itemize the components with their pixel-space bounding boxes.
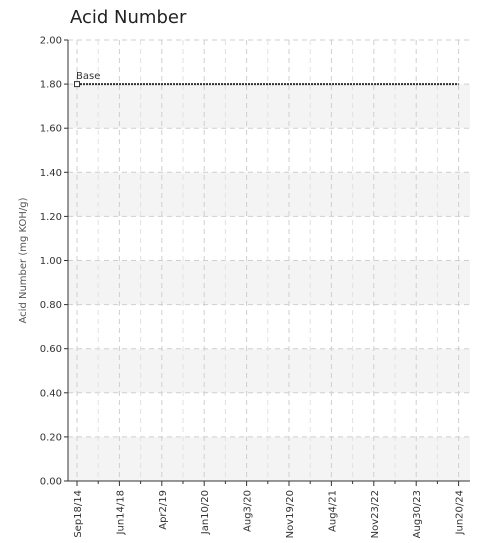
y-tick-label: 1.60	[40, 124, 62, 135]
plot-band	[68, 40, 470, 85]
series-layer: Base	[74, 71, 459, 88]
x-tick-label: Jun20/24	[455, 490, 466, 535]
series-label: Base	[76, 71, 100, 82]
plot-band	[68, 128, 470, 173]
chart-title: Acid Number	[70, 7, 187, 28]
y-tick-label: 0.00	[40, 477, 62, 488]
x-tick-label: Nov23/22	[370, 490, 381, 538]
plot-band	[68, 304, 470, 349]
y-tick-label: 1.80	[40, 80, 62, 91]
y-tick-label: 1.00	[40, 256, 62, 267]
y-tick-label: 0.40	[40, 388, 62, 399]
x-tick-label: Jan10/20	[200, 490, 211, 535]
plot-band	[68, 172, 470, 217]
x-tick-label: Aug3/20	[243, 490, 254, 532]
x-tick-label: Jun14/18	[115, 490, 126, 535]
x-axis-ticks: Sep18/14 Jun14/18 Apr2/19 Jan10/20 Aug3/20 No…	[73, 481, 466, 538]
plot-band	[68, 436, 470, 481]
plot-band	[68, 348, 470, 393]
y-axis-ticks: 0.00 0.20 0.40 0.60 0.80 1.00 1.20 1.40 1.60 1.80…	[40, 36, 68, 488]
plot-background	[68, 40, 470, 481]
plot-band	[68, 84, 470, 129]
y-axis-label: Acid Number (mg KOH/g)	[18, 197, 29, 323]
grid	[68, 39, 470, 481]
y-tick-label: 1.40	[40, 168, 62, 179]
y-tick-label: 1.20	[40, 212, 62, 223]
y-tick-label: 0.60	[40, 344, 62, 355]
plot-band	[68, 216, 470, 261]
x-tick-label: Aug30/23	[412, 490, 423, 538]
plot-band	[68, 392, 470, 437]
plot-band	[68, 260, 470, 305]
y-tick-label: 0.20	[40, 432, 62, 443]
x-tick-label: Nov19/20	[285, 490, 296, 538]
x-tick-label: Aug4/21	[327, 490, 338, 532]
x-tick-label: Sep18/14	[73, 490, 84, 538]
y-tick-label: 2.00	[40, 36, 62, 47]
y-tick-label: 0.80	[40, 300, 62, 311]
x-tick-label: Apr2/19	[158, 490, 169, 530]
series-point	[74, 81, 80, 88]
